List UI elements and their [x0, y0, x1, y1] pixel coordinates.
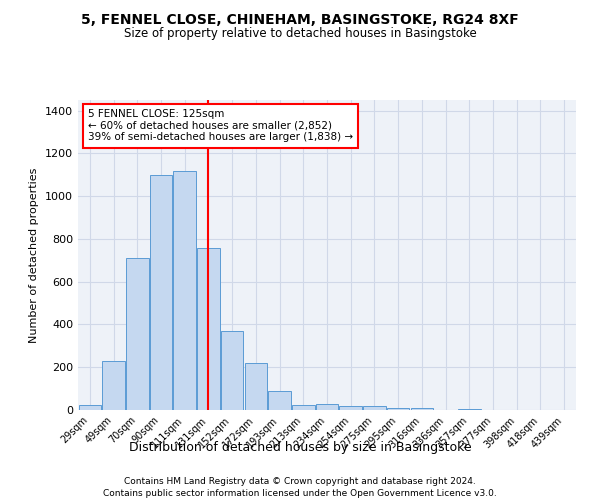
Bar — [340, 406, 362, 410]
Bar — [387, 408, 409, 410]
Bar — [221, 331, 244, 410]
Bar — [268, 391, 291, 410]
Bar — [410, 408, 433, 410]
Bar — [150, 175, 172, 410]
Bar — [316, 404, 338, 410]
Text: Distribution of detached houses by size in Basingstoke: Distribution of detached houses by size … — [128, 441, 472, 454]
Bar — [79, 404, 101, 410]
Bar — [245, 363, 267, 410]
Text: Contains HM Land Registry data © Crown copyright and database right 2024.: Contains HM Land Registry data © Crown c… — [124, 476, 476, 486]
Bar — [292, 404, 314, 410]
Text: Size of property relative to detached houses in Basingstoke: Size of property relative to detached ho… — [124, 28, 476, 40]
Bar — [173, 170, 196, 410]
Bar — [126, 258, 149, 410]
Text: Contains public sector information licensed under the Open Government Licence v3: Contains public sector information licen… — [103, 490, 497, 498]
Bar — [197, 248, 220, 410]
Bar — [103, 361, 125, 410]
Bar — [458, 409, 481, 410]
Bar — [363, 406, 386, 410]
Text: 5, FENNEL CLOSE, CHINEHAM, BASINGSTOKE, RG24 8XF: 5, FENNEL CLOSE, CHINEHAM, BASINGSTOKE, … — [81, 12, 519, 26]
Text: 5 FENNEL CLOSE: 125sqm
← 60% of detached houses are smaller (2,852)
39% of semi-: 5 FENNEL CLOSE: 125sqm ← 60% of detached… — [88, 110, 353, 142]
Y-axis label: Number of detached properties: Number of detached properties — [29, 168, 40, 342]
